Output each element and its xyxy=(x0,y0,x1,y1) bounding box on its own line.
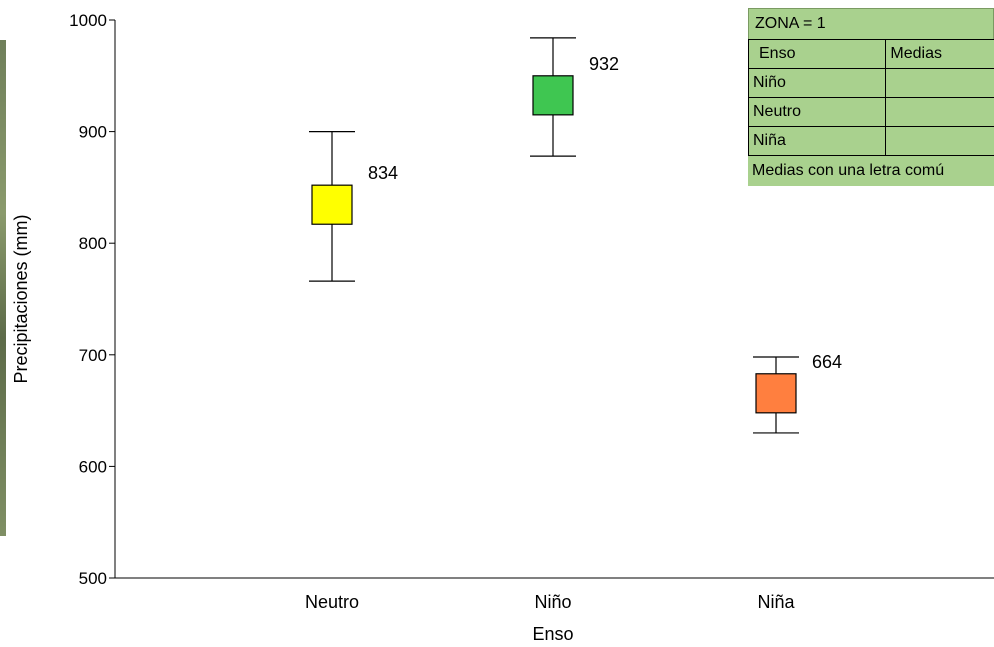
x-axis-categories: Neutro Niño Niña xyxy=(305,592,796,612)
row-enso: Niño xyxy=(748,68,887,98)
box-neutro: 834 xyxy=(309,131,398,282)
row-enso: Niña xyxy=(748,126,887,156)
x-tick-label: Niño xyxy=(534,592,571,612)
x-tick-label: Neutro xyxy=(305,592,359,612)
y-axis-title: Precipitaciones (mm) xyxy=(11,214,31,383)
data-label: 834 xyxy=(368,163,398,183)
row-media: 8 xyxy=(885,97,994,127)
box-series: 834 932 664 xyxy=(309,37,842,434)
y-tick-label: 700 xyxy=(79,346,107,365)
y-tick-label: 900 xyxy=(79,123,107,142)
data-label: 664 xyxy=(812,352,842,372)
table-note: Medias con una letra comú xyxy=(752,162,945,179)
row-media: 6 xyxy=(885,126,994,156)
y-axis-ticks: 500 600 700 800 900 1000 xyxy=(69,11,115,588)
box-rect xyxy=(755,373,797,414)
table-row: Neutro 8 xyxy=(748,97,994,127)
box-rect xyxy=(532,75,574,116)
row-media: 9 xyxy=(885,68,994,98)
y-tick-label: 800 xyxy=(79,234,107,253)
chart-axes xyxy=(114,20,994,579)
left-edge-image-strip xyxy=(0,40,6,536)
box-rect xyxy=(311,184,353,225)
x-axis-title: Enso xyxy=(532,624,573,644)
x-tick-label: Niña xyxy=(757,592,795,612)
header-medias: Medias xyxy=(885,39,994,69)
means-table-panel: ZONA = 1 Enso Medias Niño 9 Neutro 8 Niñ… xyxy=(748,8,994,186)
box-nia: 664 xyxy=(753,352,842,434)
y-tick-label: 600 xyxy=(79,457,107,476)
header-enso: Enso xyxy=(748,39,887,69)
table-row: Niño 9 xyxy=(748,68,994,98)
means-table: Enso Medias Niño 9 Neutro 8 Niña 6 xyxy=(748,39,994,156)
y-tick-label: 500 xyxy=(79,569,107,588)
table-row: Niña 6 xyxy=(748,126,994,156)
zona-label: ZONA = 1 xyxy=(748,8,994,39)
row-enso: Neutro xyxy=(748,97,887,127)
box-nio: 932 xyxy=(530,37,619,157)
y-tick-label: 1000 xyxy=(69,11,107,30)
table-header-row: Enso Medias xyxy=(748,39,994,69)
data-label: 932 xyxy=(589,54,619,74)
